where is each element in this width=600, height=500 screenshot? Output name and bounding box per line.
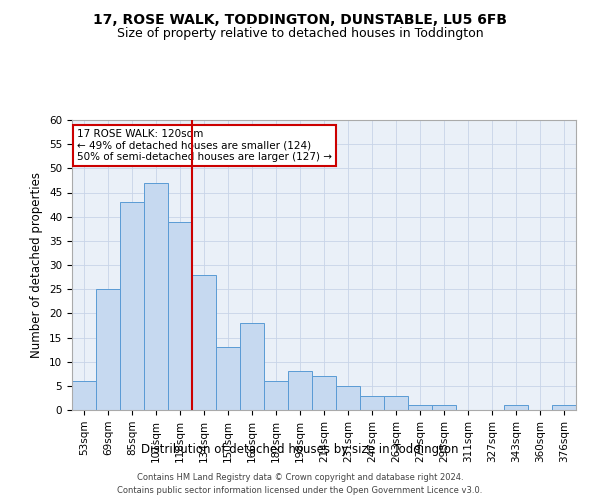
Bar [72, 381, 96, 410]
Bar [264, 381, 288, 410]
Bar [192, 274, 216, 410]
Text: 17, ROSE WALK, TODDINGTON, DUNSTABLE, LU5 6FB: 17, ROSE WALK, TODDINGTON, DUNSTABLE, LU… [93, 12, 507, 26]
Bar [408, 405, 432, 410]
Bar [360, 396, 384, 410]
Y-axis label: Number of detached properties: Number of detached properties [31, 172, 43, 358]
Bar [504, 405, 528, 410]
Text: 17 ROSE WALK: 120sqm
← 49% of detached houses are smaller (124)
50% of semi-deta: 17 ROSE WALK: 120sqm ← 49% of detached h… [77, 128, 332, 162]
Bar [120, 202, 144, 410]
Bar [384, 396, 408, 410]
Bar [168, 222, 192, 410]
Bar [96, 289, 120, 410]
Text: Contains public sector information licensed under the Open Government Licence v3: Contains public sector information licen… [118, 486, 482, 495]
Bar [336, 386, 360, 410]
Bar [432, 405, 456, 410]
Text: Size of property relative to detached houses in Toddington: Size of property relative to detached ho… [116, 28, 484, 40]
Text: Contains HM Land Registry data © Crown copyright and database right 2024.: Contains HM Land Registry data © Crown c… [137, 472, 463, 482]
Bar [144, 183, 168, 410]
Bar [216, 347, 240, 410]
Bar [288, 372, 312, 410]
Text: Distribution of detached houses by size in Toddington: Distribution of detached houses by size … [141, 442, 459, 456]
Bar [240, 323, 264, 410]
Bar [552, 405, 576, 410]
Bar [312, 376, 336, 410]
